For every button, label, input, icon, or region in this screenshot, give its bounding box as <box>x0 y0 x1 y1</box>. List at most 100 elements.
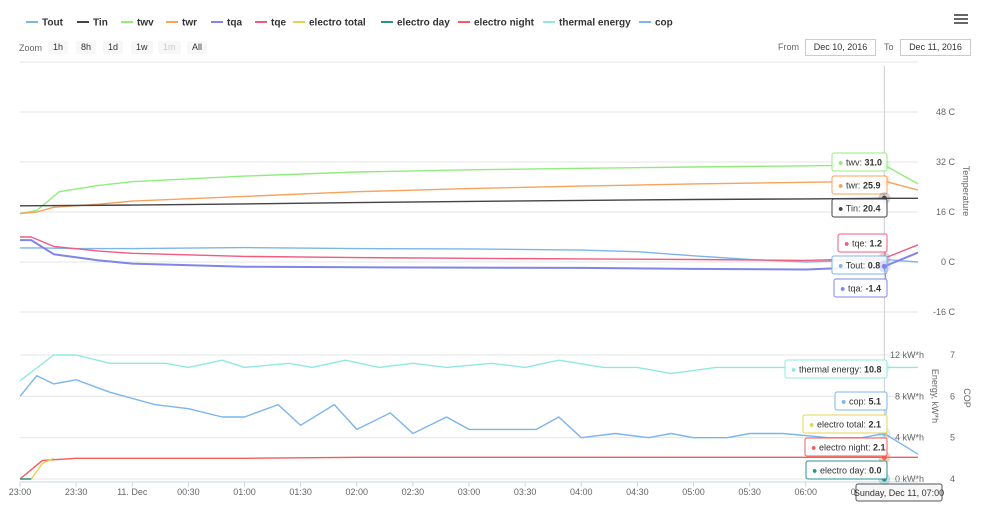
zoom-button-1m: 1m <box>158 41 181 54</box>
legend-label: electro day <box>397 18 450 29</box>
tooltip-text: ● electro night: 2.1 <box>811 443 885 453</box>
range-to-label: To <box>884 42 894 52</box>
tooltip-text: ● tqa: -1.4 <box>840 284 881 294</box>
x-tick-label: 05:30 <box>738 487 761 497</box>
zoom-button-all[interactable]: All <box>187 41 208 54</box>
legend-item-tqa[interactable]: tqa <box>211 18 242 29</box>
y-tick-label-temperature: 48 C <box>936 107 956 117</box>
x-tooltip: Sunday, Dec 11, 07:00 <box>854 483 944 502</box>
tooltip-tin: ● Tin: 20.4 <box>831 192 891 218</box>
tooltip-tqe: ● tqe: 1.2 <box>837 233 891 265</box>
legend-item-tout[interactable]: Tout <box>26 18 64 29</box>
tooltip-twr: ● twr: 25.9 <box>831 175 891 195</box>
legend-label: twr <box>182 18 197 29</box>
series-line-electro-total <box>20 457 54 480</box>
series-line-cop <box>19 375 919 455</box>
legend-label: electro total <box>309 18 366 29</box>
y-tick-label-cop: 5 <box>950 433 955 443</box>
x-tooltip-box <box>855 483 943 502</box>
zoom-button-1w[interactable]: 1w <box>131 41 153 54</box>
range-to-input[interactable]: Dec 11, 2016 <box>900 39 971 56</box>
tooltip-box <box>802 414 888 434</box>
x-tick-label: 04:00 <box>570 487 593 497</box>
tooltip-text: ● thermal energy: 10.8 <box>791 365 882 375</box>
tooltip-text: ● electro day: 0.0 <box>812 466 881 476</box>
x-tick-label: 06:00 <box>794 487 817 497</box>
legend-item-electro-night[interactable]: electro night <box>458 18 535 29</box>
x-tick-label: 01:00 <box>233 487 256 497</box>
tooltip-text: ● cop: 5.1 <box>841 397 881 407</box>
x-tick-label: 03:00 <box>458 487 481 497</box>
legend-label: tqa <box>227 18 242 29</box>
legend-label: thermal energy <box>559 18 631 29</box>
legend-label: tqe <box>271 18 286 29</box>
tooltip-box <box>831 175 888 195</box>
range-from-label: From <box>778 42 799 52</box>
tooltip-text: ● electro total: 2.1 <box>809 420 881 430</box>
legend-item-cop[interactable]: cop <box>639 18 673 29</box>
legend-item-twr[interactable]: twr <box>166 18 197 29</box>
zoom-button-8h[interactable]: 8h <box>76 41 97 54</box>
legend-item-tin[interactable]: Tin <box>77 18 108 29</box>
series-line-electro-night <box>19 456 918 480</box>
y-axis-title-cop: COP <box>962 388 972 408</box>
legend-item-thermal-energy[interactable]: thermal energy <box>543 18 631 29</box>
y-tick-label-energy: 4 kW*h <box>895 433 924 443</box>
tooltip-box <box>831 152 888 172</box>
legend-item-electro-total[interactable]: electro total <box>293 18 366 29</box>
grid <box>20 61 918 480</box>
legend-item-twv[interactable]: twv <box>121 18 154 29</box>
x-tick-label: 01:30 <box>289 487 312 497</box>
zoom-label: Zoom <box>19 43 43 53</box>
y-tick-label-cop: 4 <box>950 474 955 484</box>
y-axis-title-energy: Energy, kW*h <box>930 369 940 423</box>
series-line-twv <box>19 164 919 215</box>
tooltip-box <box>833 278 888 298</box>
legend-label: twv <box>137 18 154 29</box>
x-tick-label: 02:00 <box>345 487 368 497</box>
x-tick-label: 23:30 <box>65 487 88 497</box>
tooltip-text: ● twv: 31.0 <box>838 158 882 168</box>
series-line-twr <box>19 180 919 215</box>
tooltip-tout: ● Tout: 0.8 <box>831 253 891 275</box>
point-marker <box>881 263 887 269</box>
y-tick-label-temperature: 32 C <box>936 157 956 167</box>
hamburger-menu-icon[interactable] <box>954 14 968 28</box>
tooltip-text: ● twr: 25.9 <box>838 181 880 191</box>
tooltip-box <box>805 460 888 480</box>
tooltip-electro-day: ● electro day: 0.0 <box>805 460 891 485</box>
tooltip-box <box>831 255 888 275</box>
tooltip-thermal-energy: ● thermal energy: 10.8 <box>784 359 891 379</box>
legend: Tout Tin twv twr tqa tqe electro total electro … <box>26 18 673 29</box>
range-from-input[interactable]: Dec 10, 2016 <box>805 39 876 56</box>
tooltip-text: ● tqe: 1.2 <box>844 239 882 249</box>
tooltip-box <box>834 391 888 411</box>
x-tick-label: 03:30 <box>514 487 537 497</box>
x-tick-label: 23:00 <box>9 487 32 497</box>
legend-label: Tin <box>93 18 108 29</box>
x-tick-label: 05:00 <box>682 487 705 497</box>
x-tooltip-label: Sunday, Dec 11, 07:00 <box>854 488 944 498</box>
tooltip-layer: ● twv: 31.0 ● twr: 25.9 ● Tin: 20.4 ● tqe: … <box>784 152 891 485</box>
tooltip-box <box>784 359 888 379</box>
tooltip-text: ● Tin: 20.4 <box>838 204 880 214</box>
y-tick-label-cop: 6 <box>950 391 955 401</box>
y-tick-label-energy: 0 kW*h <box>895 474 924 484</box>
zoom-button-1h[interactable]: 1h <box>48 41 69 54</box>
tooltip-twv: ● twv: 31.0 <box>831 152 891 172</box>
zoom-button-1d[interactable]: 1d <box>103 41 124 54</box>
tooltip-box <box>804 437 888 457</box>
series-line-tout <box>20 246 919 263</box>
x-tick-label: 00:30 <box>177 487 200 497</box>
series-line-tqa <box>20 239 919 271</box>
tooltip-box <box>831 198 888 218</box>
y-tick-label-temperature: 0 C <box>941 257 956 267</box>
tooltip-tqa: ● tqa: -1.4 <box>833 260 891 298</box>
legend-item-electro-day[interactable]: electro day <box>381 18 450 29</box>
y-tick-label-energy: 12 kW*h <box>890 350 924 360</box>
y-tick-label-temperature: 16 C <box>936 207 956 217</box>
series-line-tin <box>19 197 918 207</box>
legend-item-tqe[interactable]: tqe <box>255 18 286 29</box>
y-tick-label-temperature: -16 C <box>933 307 956 317</box>
series-line-thermal-energy <box>19 354 918 382</box>
